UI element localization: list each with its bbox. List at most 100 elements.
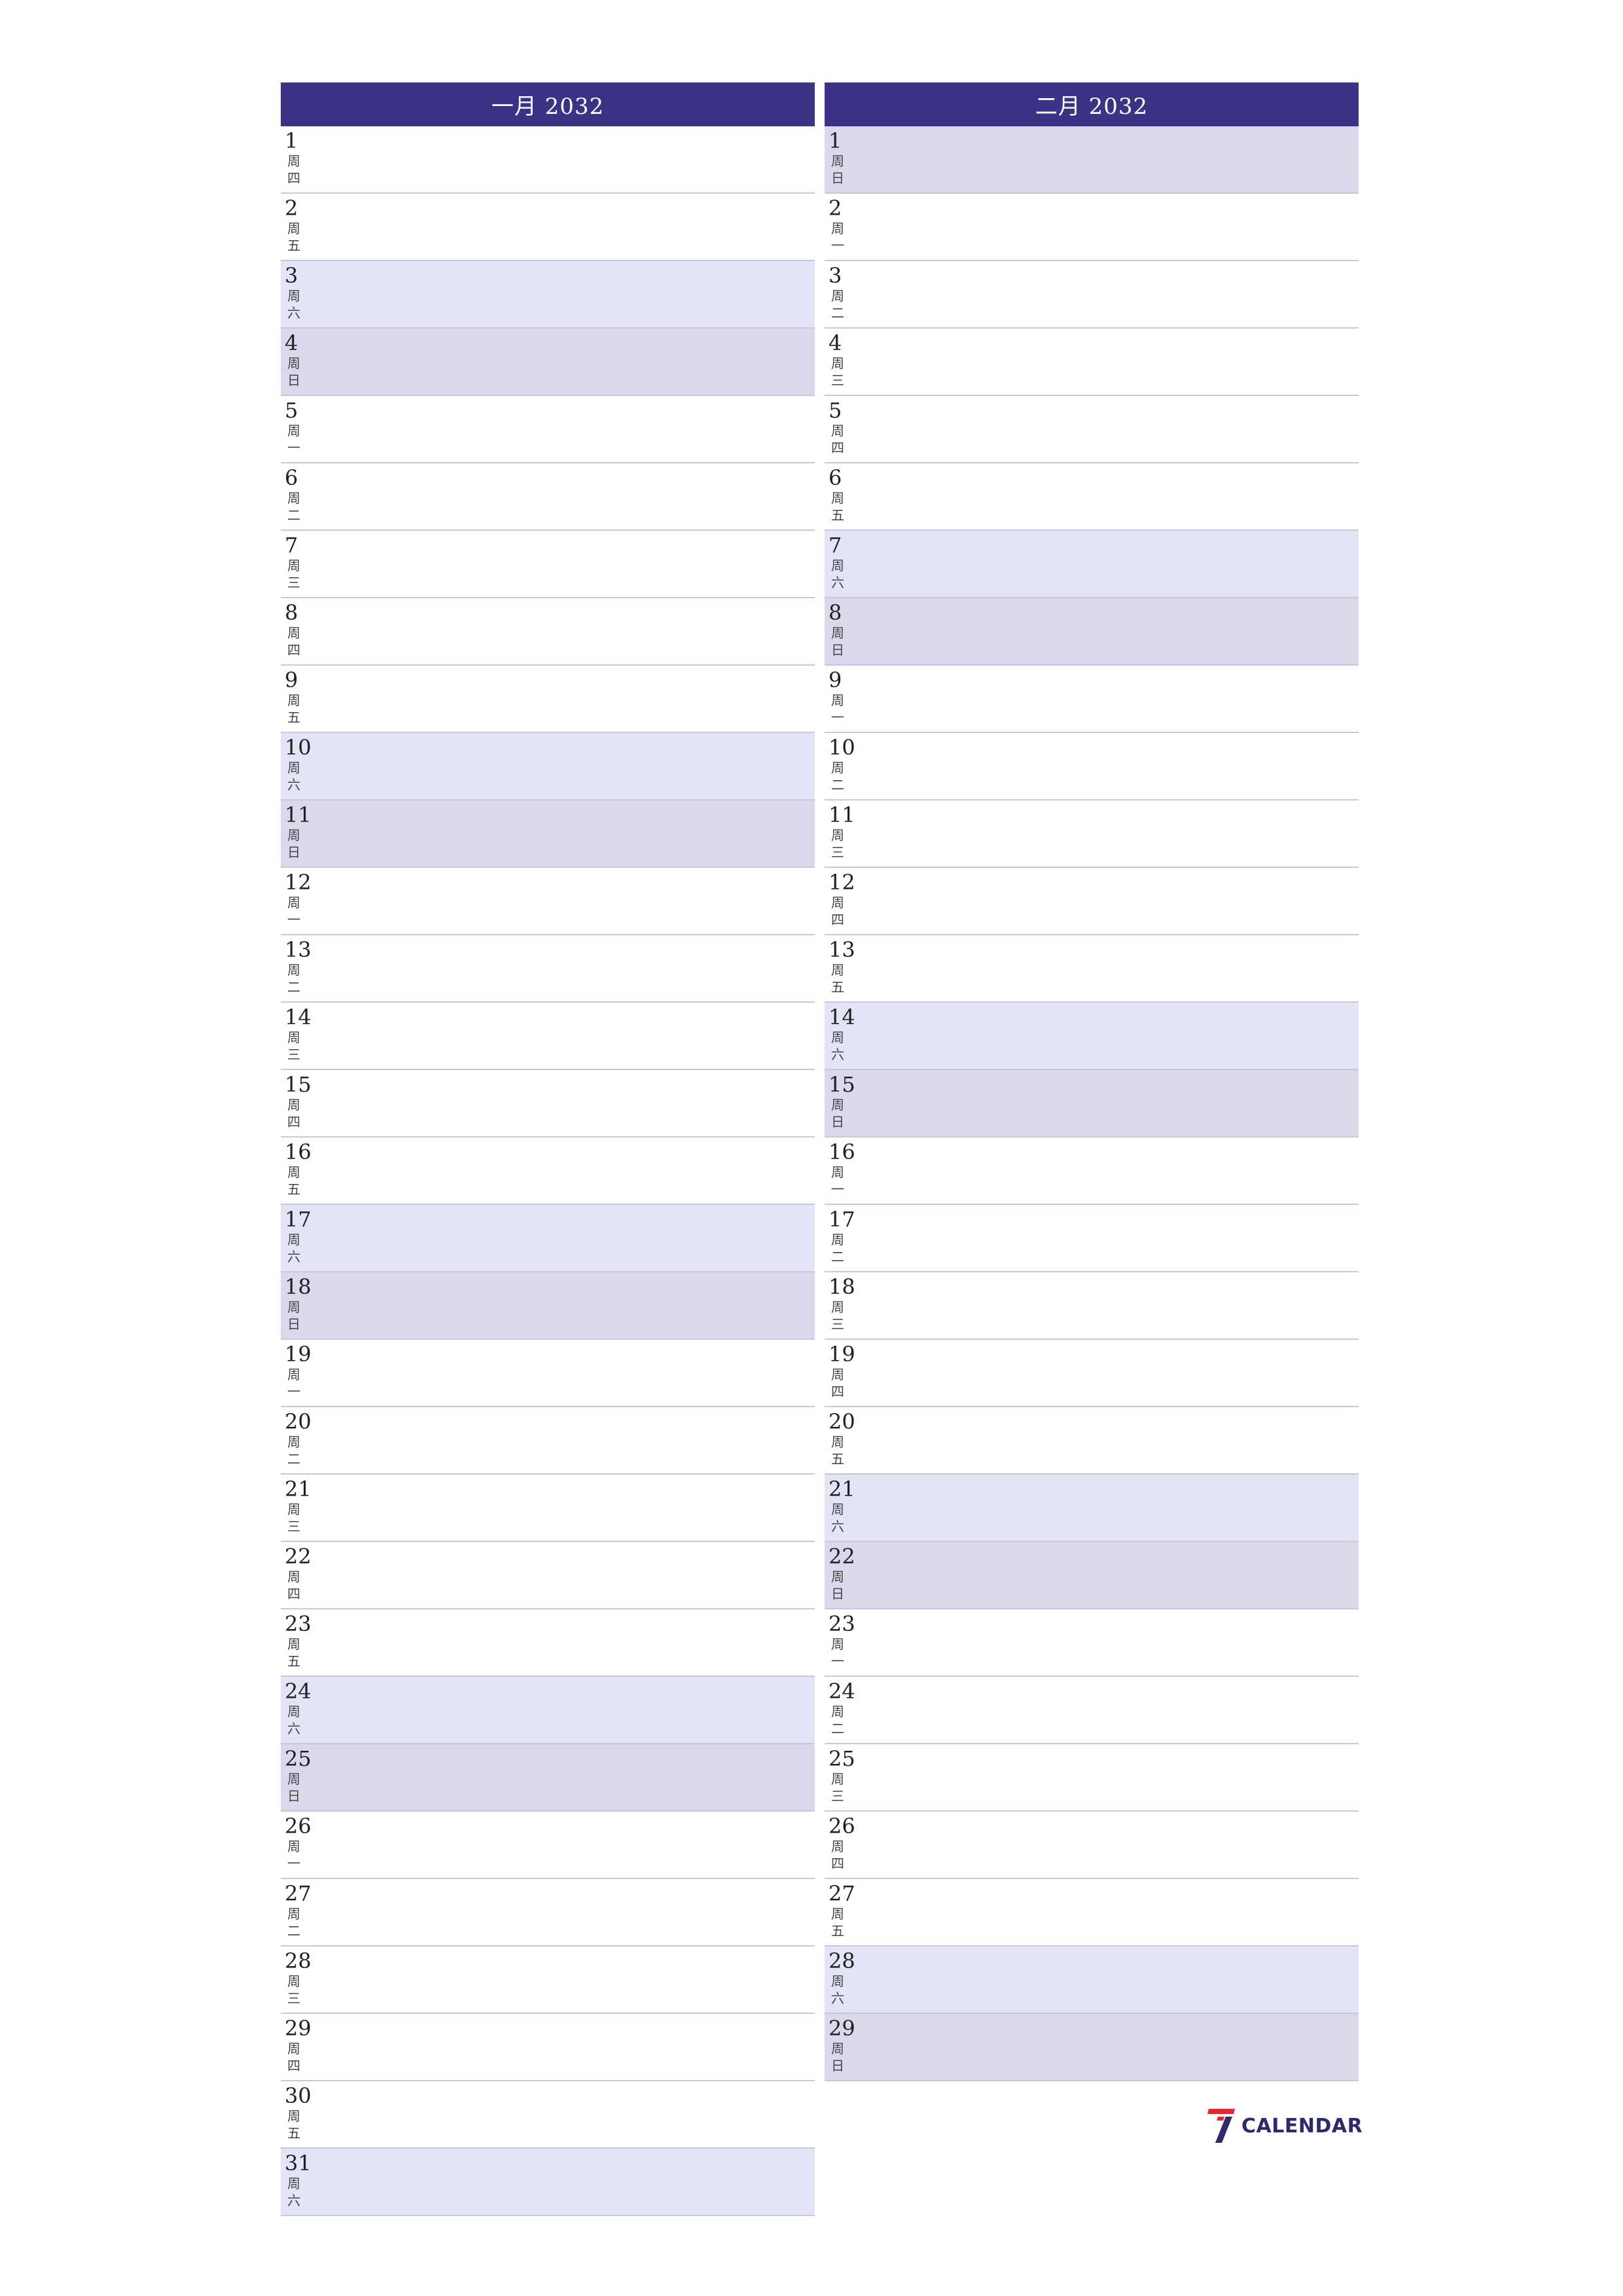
weekday-label: 周六 [831, 1501, 844, 1534]
day-row: 8 周日 [825, 598, 1359, 666]
day-number: 17 [285, 1207, 312, 1232]
day-row: 27 周二 [281, 1879, 815, 1946]
day-row: 10 周二 [825, 733, 1359, 800]
day-row: 29 周四 [281, 2014, 815, 2081]
day-row: 26 周四 [825, 1812, 1359, 1879]
day-row: 2 周五 [281, 194, 815, 261]
weekday-label: 周四 [287, 1569, 300, 1602]
day-row: 5 周一 [281, 396, 815, 463]
day-list: 1 周四 2 周五 3 周六 4 周日 5 周一 6 周二 7 周三 8 周四 9 周五 10 周六 11 周日 12 周一 1… [281, 126, 815, 2216]
weekday-label: 周日 [831, 2041, 844, 2073]
day-row: 24 周二 [825, 1677, 1359, 1744]
day-row: 16 周一 [825, 1138, 1359, 1205]
day-row: 22 周日 [825, 1542, 1359, 1609]
day-number: 11 [829, 802, 855, 827]
day-number: 15 [285, 1072, 312, 1097]
day-number: 4 [829, 331, 842, 355]
day-row: 4 周三 [825, 329, 1359, 396]
day-number: 2 [829, 196, 842, 221]
day-number: 19 [285, 1342, 312, 1367]
day-number: 25 [829, 1746, 855, 1771]
day-number: 7 [829, 533, 842, 558]
weekday-label: 周日 [831, 625, 844, 658]
day-number: 14 [285, 1005, 312, 1030]
month-january: 一月 2032 1 周四 2 周五 3 周六 4 周日 5 周一 6 周二 7 周三 8 周四 9 周五 10 周六 1… [281, 82, 815, 2216]
weekday-label: 周二 [287, 1906, 300, 1939]
day-row: 18 周三 [825, 1272, 1359, 1340]
day-row: 10 周六 [281, 733, 815, 800]
day-row: 26 周一 [281, 1812, 815, 1879]
day-number: 10 [285, 735, 312, 760]
day-number: 23 [829, 1611, 855, 1636]
weekday-label: 周四 [287, 625, 300, 658]
weekday-label: 周四 [287, 2041, 300, 2073]
day-row: 21 周六 [825, 1475, 1359, 1542]
day-number: 29 [829, 2016, 855, 2041]
day-number: 17 [829, 1207, 855, 1232]
day-row: 11 周三 [825, 800, 1359, 868]
day-number: 8 [285, 600, 298, 625]
weekday-label: 周六 [287, 1232, 300, 1265]
weekday-label: 周日 [287, 1299, 300, 1332]
weekday-label: 周二 [831, 760, 844, 793]
weekday-label: 周五 [287, 1636, 300, 1669]
weekday-label: 周二 [831, 288, 844, 321]
day-number: 14 [829, 1005, 855, 1030]
day-number: 9 [285, 668, 298, 692]
weekday-label: 周五 [831, 1906, 844, 1939]
weekday-label: 周一 [287, 1367, 300, 1399]
weekday-label: 周三 [831, 827, 844, 860]
day-number: 5 [285, 398, 298, 423]
day-number: 28 [829, 1948, 855, 1973]
day-row: 3 周六 [281, 261, 815, 329]
day-row: 24 周六 [281, 1677, 815, 1744]
weekday-label: 周五 [287, 692, 300, 725]
weekday-label: 周六 [287, 2176, 300, 2208]
weekday-label: 周二 [287, 1434, 300, 1467]
day-row: 17 周六 [281, 1205, 815, 1272]
day-row: 19 周四 [825, 1340, 1359, 1407]
month-title: 二月 2032 [825, 82, 1359, 126]
day-row: 7 周三 [281, 531, 815, 598]
day-number: 24 [829, 1679, 855, 1704]
day-row: 25 周日 [281, 1744, 815, 1812]
weekday-label: 周三 [287, 558, 300, 590]
weekday-label: 周六 [831, 558, 844, 590]
weekday-label: 周四 [831, 895, 844, 927]
day-number: 16 [285, 1139, 312, 1164]
weekday-label: 周三 [831, 355, 844, 388]
day-number: 12 [285, 870, 312, 895]
weekday-label: 周三 [831, 1299, 844, 1332]
weekday-label: 周五 [287, 1164, 300, 1197]
day-number: 1 [285, 128, 298, 153]
weekday-label: 周一 [831, 1164, 844, 1197]
day-row: 7 周六 [825, 531, 1359, 598]
weekday-label: 周日 [831, 1097, 844, 1130]
day-row: 15 周日 [825, 1070, 1359, 1138]
weekday-label: 周六 [831, 1030, 844, 1062]
day-number: 11 [285, 802, 312, 827]
day-row: 23 周一 [825, 1609, 1359, 1677]
weekday-label: 周二 [287, 490, 300, 523]
logo-text: CALENDAR [1241, 2114, 1363, 2138]
day-number: 21 [829, 1477, 855, 1501]
day-row: 3 周二 [825, 261, 1359, 329]
weekday-label: 周一 [287, 423, 300, 456]
day-row: 9 周一 [825, 666, 1359, 733]
day-number: 18 [829, 1274, 855, 1299]
calendar-logo: CALENDAR [1206, 2106, 1363, 2145]
weekday-label: 周四 [831, 1839, 844, 1871]
month-february: 二月 2032 1 周日 2 周一 3 周二 4 周三 5 周四 6 周五 7 周六 8 周日 9 周一 10 周二 1… [825, 82, 1359, 2081]
day-number: 1 [829, 128, 842, 153]
weekday-label: 周五 [287, 221, 300, 253]
day-row: 31 周六 [281, 2149, 815, 2216]
day-number: 26 [829, 1814, 855, 1839]
day-number: 6 [829, 465, 842, 490]
day-number: 20 [829, 1409, 855, 1434]
day-row: 22 周四 [281, 1542, 815, 1609]
day-row: 1 周日 [825, 126, 1359, 194]
day-number: 18 [285, 1274, 312, 1299]
day-row: 15 周四 [281, 1070, 815, 1138]
weekday-label: 周日 [287, 1771, 300, 1804]
day-number: 22 [285, 1544, 312, 1569]
